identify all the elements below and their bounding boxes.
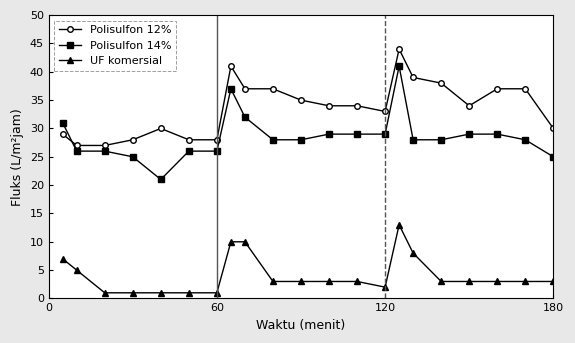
Polisulfon 14%	[354, 132, 361, 136]
Line: Polisulfon 12%: Polisulfon 12%	[60, 46, 556, 148]
Polisulfon 14%	[158, 177, 164, 181]
Polisulfon 14%	[101, 149, 108, 153]
Polisulfon 14%	[59, 121, 66, 125]
Polisulfon 14%	[129, 155, 136, 159]
Polisulfon 14%	[185, 149, 192, 153]
UF komersial	[73, 268, 80, 272]
Legend: Polisulfon 12%, Polisulfon 14%, UF komersial: Polisulfon 12%, Polisulfon 14%, UF komer…	[54, 21, 176, 71]
Polisulfon 14%	[325, 132, 332, 136]
Polisulfon 12%	[158, 127, 164, 131]
Polisulfon 12%	[297, 98, 304, 102]
UF komersial	[129, 291, 136, 295]
Polisulfon 12%	[73, 143, 80, 147]
UF komersial	[242, 240, 248, 244]
Polisulfon 14%	[297, 138, 304, 142]
Polisulfon 12%	[466, 104, 473, 108]
Polisulfon 12%	[550, 127, 557, 131]
UF komersial	[59, 257, 66, 261]
UF komersial	[325, 280, 332, 284]
Polisulfon 12%	[382, 109, 389, 114]
UF komersial	[158, 291, 164, 295]
Polisulfon 14%	[242, 115, 248, 119]
Polisulfon 14%	[550, 155, 557, 159]
Polisulfon 12%	[185, 138, 192, 142]
UF komersial	[382, 285, 389, 289]
Polisulfon 14%	[438, 138, 444, 142]
UF komersial	[213, 291, 220, 295]
Polisulfon 14%	[228, 87, 235, 91]
Polisulfon 14%	[410, 138, 417, 142]
Polisulfon 14%	[466, 132, 473, 136]
UF komersial	[185, 291, 192, 295]
Polisulfon 14%	[382, 132, 389, 136]
Polisulfon 14%	[270, 138, 277, 142]
Polisulfon 14%	[213, 149, 220, 153]
Polisulfon 12%	[270, 87, 277, 91]
UF komersial	[228, 240, 235, 244]
UF komersial	[396, 223, 402, 227]
Polisulfon 14%	[494, 132, 501, 136]
UF komersial	[438, 280, 444, 284]
UF komersial	[466, 280, 473, 284]
Line: Polisulfon 14%: Polisulfon 14%	[60, 63, 556, 182]
UF komersial	[410, 251, 417, 255]
Polisulfon 12%	[101, 143, 108, 147]
Polisulfon 12%	[242, 87, 248, 91]
UF komersial	[354, 280, 361, 284]
Polisulfon 12%	[354, 104, 361, 108]
UF komersial	[101, 291, 108, 295]
UF komersial	[522, 280, 529, 284]
Polisulfon 12%	[59, 132, 66, 136]
Line: UF komersial: UF komersial	[60, 222, 556, 296]
Polisulfon 12%	[522, 87, 529, 91]
Polisulfon 12%	[410, 75, 417, 80]
Polisulfon 12%	[325, 104, 332, 108]
Polisulfon 12%	[228, 64, 235, 68]
UF komersial	[494, 280, 501, 284]
UF komersial	[270, 280, 277, 284]
Polisulfon 12%	[129, 138, 136, 142]
Polisulfon 12%	[213, 138, 220, 142]
UF komersial	[550, 280, 557, 284]
Y-axis label: Fluks (L/m²jam): Fluks (L/m²jam)	[11, 108, 24, 206]
Polisulfon 12%	[494, 87, 501, 91]
Polisulfon 12%	[438, 81, 444, 85]
X-axis label: Waktu (menit): Waktu (menit)	[256, 319, 346, 332]
Polisulfon 12%	[396, 47, 402, 51]
Polisulfon 14%	[73, 149, 80, 153]
Polisulfon 14%	[522, 138, 529, 142]
Polisulfon 14%	[396, 64, 402, 68]
UF komersial	[297, 280, 304, 284]
